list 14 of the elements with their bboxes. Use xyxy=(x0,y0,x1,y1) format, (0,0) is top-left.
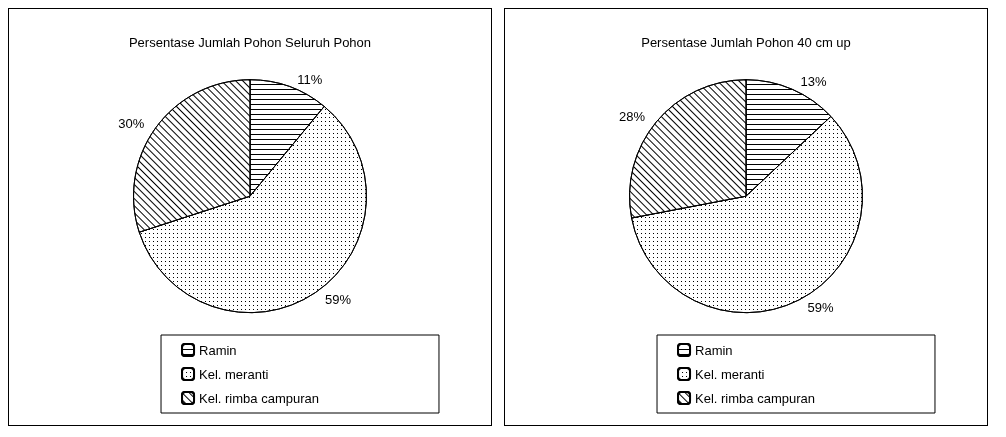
data-label: 28% xyxy=(619,109,646,125)
chart-title: Persentase Jumlah Pohon 40 cm up xyxy=(641,35,851,50)
legend-label: Kel. rimba campuran xyxy=(695,390,815,406)
legend-label: Kel. rimba campuran xyxy=(199,390,319,406)
data-label: 30% xyxy=(118,115,145,131)
data-label: 11% xyxy=(297,71,323,87)
data-label: 59% xyxy=(324,291,352,307)
legend-label: Ramin xyxy=(695,342,733,358)
chart-title: Persentase Jumlah Pohon Seluruh Pohon xyxy=(128,35,372,50)
data-label: 13% xyxy=(800,74,827,90)
legend-label: Kel. meranti xyxy=(695,366,765,382)
data-label: 59% xyxy=(807,299,834,315)
legend-label: Ramin xyxy=(199,342,237,358)
legend-label: Kel. meranti xyxy=(199,366,269,382)
